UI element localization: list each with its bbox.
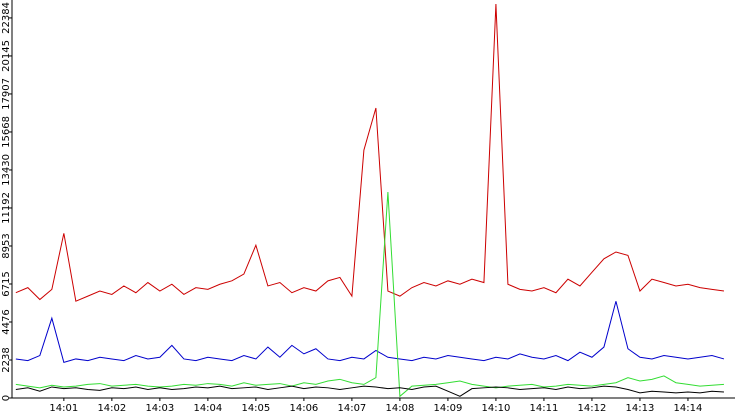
x-tick-label: 14:11 (530, 403, 559, 414)
x-tick-label: 14:13 (626, 403, 655, 414)
x-tick-label: 14:05 (241, 403, 270, 414)
x-tick-label: 14:10 (482, 403, 511, 414)
x-tick-label: 14:04 (193, 403, 222, 414)
x-tick-label: 14:12 (578, 403, 607, 414)
y-tick-label: 11192 (1, 192, 12, 224)
y-tick-label: 4476 (1, 309, 12, 334)
line-series (15, 192, 724, 398)
line-series (15, 385, 724, 397)
y-tick-label: 8953 (1, 233, 12, 258)
y-tick-label: 22384 (1, 2, 12, 34)
x-tick-label: 14:14 (674, 403, 703, 414)
x-tick-label: 14:09 (433, 403, 462, 414)
x-tick-label: 14:08 (385, 403, 414, 414)
y-tick-label: 2238 (1, 347, 12, 372)
x-tick-label: 14:06 (289, 403, 318, 414)
x-tick-label: 14:02 (97, 403, 126, 414)
y-tick-label: 15668 (1, 116, 12, 148)
y-tick-label: 13430 (1, 154, 12, 186)
x-tick-label: 14:01 (49, 403, 78, 414)
x-tick-label: 14:03 (145, 403, 174, 414)
y-tick-label: 20145 (1, 40, 12, 72)
y-tick-label: 6715 (1, 271, 12, 296)
x-tick-label: 14:07 (337, 403, 366, 414)
y-tick-label: 0 (1, 395, 12, 401)
y-tick-label: 17907 (1, 78, 12, 110)
line-series (15, 4, 725, 302)
line-series (15, 301, 725, 363)
